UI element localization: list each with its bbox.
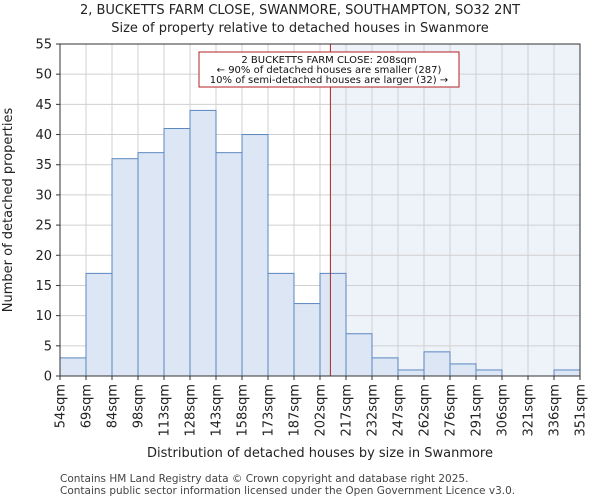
- highlight-region: [330, 44, 580, 376]
- chart-subtitle: Size of property relative to detached ho…: [111, 21, 489, 36]
- y-tick-label: 20: [35, 249, 52, 264]
- bar-232sqm: [371, 357, 399, 377]
- footer-line-2: Contains public sector information licen…: [60, 485, 515, 497]
- bar-84sqm: [111, 158, 139, 377]
- x-tick-label: 173sqm: [262, 384, 277, 437]
- x-tick-label: 202sqm: [314, 384, 329, 437]
- bar-143sqm: [215, 152, 243, 377]
- x-tick-label: 291sqm: [470, 384, 485, 437]
- bar-54sqm: [59, 357, 87, 377]
- bar-173sqm: [267, 272, 295, 377]
- x-tick-label: 336sqm: [548, 384, 563, 437]
- y-tick-label: 50: [35, 68, 52, 83]
- y-axis-label: Number of detached properties: [1, 108, 16, 313]
- annotation-line-3: 10% of semi-detached houses are larger (…: [210, 75, 448, 86]
- chart-title: 2, BUCKETTS FARM CLOSE, SWANMORE, SOUTHA…: [80, 3, 520, 18]
- bar-69sqm: [85, 272, 113, 377]
- y-tick-label: 0: [44, 370, 52, 385]
- x-tick-label: 84sqm: [106, 384, 121, 428]
- y-axis: 0 5 10 15 20 25 30 35 40 45 50 55: [35, 38, 60, 385]
- x-tick-label: 321sqm: [522, 384, 537, 437]
- bars: [59, 109, 581, 377]
- x-tick-label: 69sqm: [80, 384, 95, 428]
- bar-98sqm: [137, 152, 165, 377]
- annotation-line-1: 2 BUCKETTS FARM CLOSE: 208sqm: [241, 55, 416, 66]
- x-tick-label: 306sqm: [496, 384, 511, 437]
- y-tick-label: 35: [35, 158, 52, 173]
- bar-291sqm: [475, 369, 503, 377]
- x-tick-label: 276sqm: [444, 384, 459, 437]
- annotation-frame: [198, 51, 460, 88]
- x-tick-label: 113sqm: [158, 384, 173, 437]
- bar-276sqm: [449, 363, 477, 377]
- x-axis-label: Distribution of detached houses by size …: [147, 446, 493, 461]
- bar-113sqm: [163, 128, 191, 377]
- x-tick-label: 187sqm: [288, 384, 303, 437]
- bar-336sqm: [553, 369, 581, 377]
- y-tick-label: 10: [35, 309, 52, 324]
- x-tick-label: 143sqm: [210, 384, 225, 437]
- y-tick-label: 55: [35, 38, 52, 53]
- y-tick-label: 40: [35, 128, 52, 143]
- bar-187sqm: [293, 303, 321, 377]
- annotation-line-2: ← 90% of detached houses are smaller (28…: [217, 65, 442, 76]
- y-tick-label: 15: [35, 279, 52, 294]
- y-tick-label: 30: [35, 188, 52, 203]
- footer-line-1: Contains HM Land Registry data © Crown c…: [60, 473, 468, 485]
- x-tick-label: 351sqm: [574, 384, 589, 437]
- x-tick-label: 158sqm: [236, 384, 251, 437]
- y-tick-label: 45: [35, 98, 52, 113]
- bar-247sqm: [397, 369, 425, 377]
- bar-217sqm: [345, 333, 373, 377]
- annotation-box: 2 BUCKETTS FARM CLOSE: 208sqm ← 90% of d…: [198, 51, 460, 88]
- x-tick-label: 232sqm: [366, 384, 381, 437]
- x-tick-label: 262sqm: [418, 384, 433, 437]
- bar-128sqm: [189, 109, 217, 377]
- x-tick-label: 247sqm: [392, 384, 407, 437]
- x-tick-label: 217sqm: [340, 384, 355, 437]
- y-tick-label: 5: [44, 339, 52, 354]
- bar-158sqm: [241, 134, 269, 377]
- x-tick-label: 128sqm: [184, 384, 199, 437]
- x-axis: 54sqm 69sqm 84sqm 98sqm 113sqm 128sqm 143sqm 15…: [54, 376, 589, 437]
- bar-262sqm: [423, 351, 451, 377]
- y-tick-label: 25: [35, 219, 52, 234]
- bar-202sqm: [319, 272, 347, 377]
- x-tick-label: 54sqm: [54, 384, 69, 428]
- x-tick-label: 98sqm: [132, 384, 147, 428]
